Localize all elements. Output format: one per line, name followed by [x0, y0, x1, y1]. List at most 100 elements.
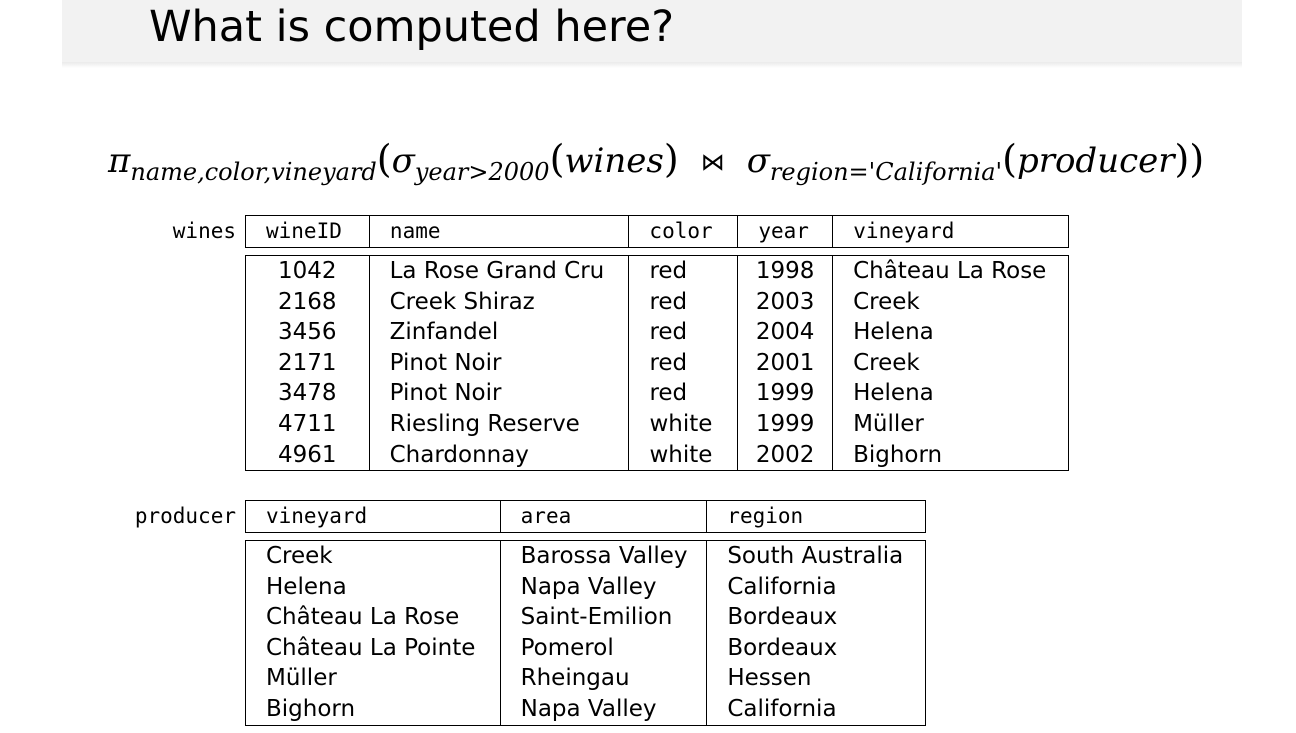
producer-header-row: vineyard area region [245, 500, 926, 533]
producer-cell: Château La Pointe [245, 632, 501, 664]
producer-cell: Rheingau [500, 663, 708, 694]
wines-cell: 1999 [737, 378, 834, 409]
wines-cell: red [628, 317, 739, 348]
producer-label: producer [134, 504, 236, 528]
wines-table-row: 2171 Pinot Noir red 2001 Creek [245, 347, 1069, 379]
wines-column-header: vineyard [853, 219, 955, 243]
producer-cell: Château La Rose [245, 602, 501, 633]
projection-attributes: name,color,vineyard [130, 158, 377, 186]
close-paren-1: ) [663, 137, 679, 181]
title-bar: What is computed here? [62, 0, 1242, 68]
wines-cell: Château La Rose [853, 258, 1047, 284]
wines-cell: white [628, 439, 739, 471]
open-paren-1: ( [549, 137, 565, 181]
wines-cell: 2168 [245, 286, 370, 318]
wines-cell: La Rose Grand Cru [369, 255, 630, 287]
producer-table-row: Müller Rheingau Hessen [245, 663, 926, 694]
wines-cell: red [628, 347, 739, 379]
wines-cell: Pinot Noir [369, 347, 630, 379]
selection-symbol-2: σ [746, 141, 770, 181]
producer-cell: Bordeaux [727, 604, 838, 631]
wines-cell: Creek [853, 288, 920, 315]
wines-cell: Zinfandel [369, 317, 630, 348]
wines-cell: 4711 [245, 408, 370, 440]
producer-table-row: Bighorn Napa Valley California [245, 693, 926, 726]
wines-cell: Bighorn [853, 441, 943, 468]
wines-header-row: wineID name color year vineyard [245, 215, 1069, 248]
wines-cell: 3456 [245, 317, 370, 348]
wines-cell: Helena [853, 319, 934, 346]
producer-cell: California [727, 695, 837, 722]
open-paren-outer: ( [376, 137, 392, 181]
producer-cell: Hessen [727, 665, 812, 692]
wines-cell: 1998 [737, 255, 834, 287]
wines-header-table: wineID name color year vineyard [245, 215, 1069, 248]
wines-cell: Müller [853, 410, 924, 437]
producer-cell: Napa Valley [500, 571, 708, 603]
wines-table-row: 3478 Pinot Noir red 1999 Helena [245, 378, 1069, 409]
producer-table-row: Château La Rose Saint-Emilion Bordeaux [245, 602, 926, 633]
wines-table-row: 1042 La Rose Grand Cru red 1998 Château La R… [245, 255, 1069, 287]
producer-column-header: region [727, 504, 804, 528]
producer-table-row: Château La Pointe Pomerol Bordeaux [245, 632, 926, 664]
wines-cell: Helena [853, 380, 934, 407]
wines-cell: Pinot Noir [369, 378, 630, 409]
wines-cell: Creek Shiraz [369, 286, 630, 318]
natural-join-icon: ⋈ [700, 148, 725, 176]
producer-column-header: area [500, 500, 708, 533]
wines-table-row: 4711 Riesling Reserve white 1999 Müller [245, 408, 1069, 440]
slide-title: What is computed here? [149, 2, 675, 52]
wines-cell: 2001 [737, 347, 834, 379]
wines-column-header: wineID [245, 215, 370, 248]
selection-argument-1: wines [564, 141, 664, 181]
wines-cell: 2002 [737, 439, 834, 471]
selection-argument-2: producer [1016, 141, 1175, 181]
wines-table-row: 2168 Creek Shiraz red 2003 Creek [245, 286, 1069, 318]
wines-label: wines [172, 219, 236, 243]
wines-column-header: year [737, 215, 834, 248]
producer-cell: Barossa Valley [500, 540, 708, 572]
selection-symbol-1: σ [391, 141, 415, 181]
wines-body-table: 1042 La Rose Grand Cru red 1998 Château La R… [245, 255, 1069, 472]
open-paren-2: ( [1002, 137, 1017, 181]
wines-cell: 1999 [737, 408, 834, 440]
producer-column-header: vineyard [245, 500, 501, 533]
wines-cell: red [628, 378, 739, 409]
wines-cell: 1042 [245, 255, 370, 287]
producer-cell: Helena [245, 571, 501, 603]
producer-cell: South Australia [727, 543, 904, 569]
producer-cell: Müller [245, 663, 501, 694]
producer-cell: Creek [245, 540, 501, 572]
wines-table-row: 3456 Zinfandel red 2004 Helena [245, 317, 1069, 348]
wines-column-header: color [628, 215, 739, 248]
wines-cell: red [628, 286, 739, 318]
relational-algebra-expression: πname,color,vineyard(σyear>2000(wines) ⋈ σ… [108, 134, 1205, 186]
producer-header-table: vineyard area region [245, 500, 926, 533]
producer-cell: Bordeaux [727, 634, 838, 661]
producer-table-row: Creek Barossa Valley South Australia [245, 540, 926, 572]
producer-cell: Saint-Emilion [500, 602, 708, 633]
wines-cell: Chardonnay [369, 439, 630, 471]
wines-cell: Riesling Reserve [369, 408, 630, 440]
producer-cell: Pomerol [500, 632, 708, 664]
producer-cell: Napa Valley [500, 693, 708, 726]
wines-cell: 2004 [737, 317, 834, 348]
producer-cell: California [727, 573, 837, 600]
selection-condition-1: year>2000 [414, 158, 550, 186]
wines-cell: 2003 [737, 286, 834, 318]
close-paren-2: )) [1174, 137, 1205, 181]
wines-cell: 4961 [245, 439, 370, 471]
projection-symbol: π [108, 141, 131, 181]
producer-body-table: Creek Barossa Valley South Australia Helena… [245, 540, 926, 726]
wines-cell: 3478 [245, 378, 370, 409]
producer-cell: Bighorn [245, 693, 501, 726]
wines-cell: red [628, 255, 739, 287]
selection-condition-2: region='California' [769, 158, 1003, 186]
wines-cell: Creek [853, 349, 920, 376]
wines-cell: white [628, 408, 739, 440]
wines-column-header: name [369, 215, 630, 248]
wines-table-row: 4961 Chardonnay white 2002 Bighorn [245, 439, 1069, 471]
producer-table-row: Helena Napa Valley California [245, 571, 926, 603]
wines-cell: 2171 [245, 347, 370, 379]
title-bar-shadow [62, 62, 1242, 68]
